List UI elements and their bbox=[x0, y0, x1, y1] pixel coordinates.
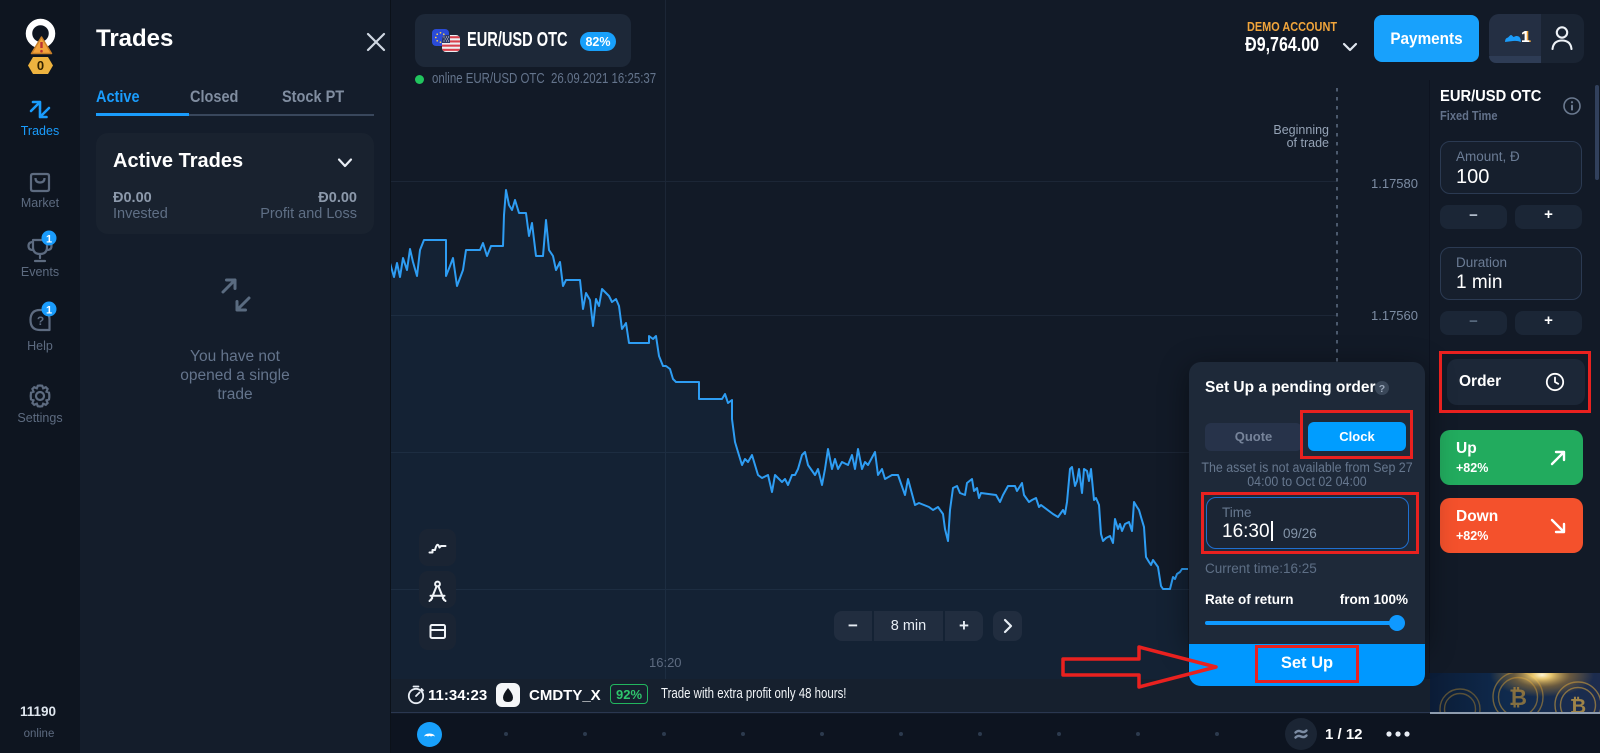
svg-text:Events: Events bbox=[21, 265, 59, 279]
svg-text:?: ? bbox=[1379, 383, 1385, 395]
svg-text:1: 1 bbox=[46, 234, 52, 246]
svg-text:0: 0 bbox=[37, 58, 44, 73]
svg-text:?: ? bbox=[37, 314, 44, 328]
svg-text:11190: 11190 bbox=[20, 704, 56, 719]
svg-text:Trades: Trades bbox=[21, 124, 59, 138]
svg-text:Help: Help bbox=[27, 339, 53, 353]
svg-text:Market: Market bbox=[21, 196, 60, 210]
svg-text:₿: ₿ bbox=[1570, 696, 1586, 713]
svg-text:Settings: Settings bbox=[17, 411, 62, 425]
svg-text:online: online bbox=[24, 728, 55, 740]
svg-text:1: 1 bbox=[46, 305, 52, 317]
